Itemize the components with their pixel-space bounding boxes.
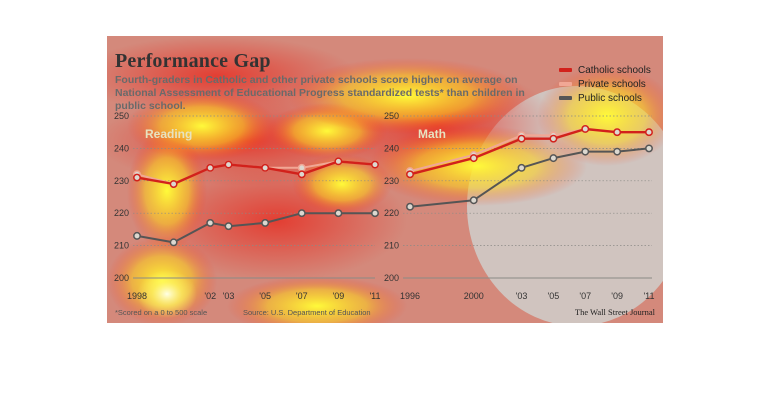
footnote: *Scored on a 0 to 500 scale bbox=[115, 308, 208, 317]
reading-point-public-1998 bbox=[133, 231, 141, 240]
reading-line-public bbox=[136, 212, 375, 244]
reading-point-public-2011 bbox=[371, 209, 379, 218]
reading-panel-label: Reading bbox=[145, 127, 192, 141]
reading-point-public-2007 bbox=[297, 209, 306, 218]
math-point-public-2009 bbox=[613, 147, 622, 156]
math-ytick-200: 200 bbox=[384, 273, 399, 283]
reading-xtick-'02: '02 bbox=[204, 291, 216, 301]
reading-point-catholic-2007 bbox=[297, 170, 306, 179]
chart-card: 200 210 220 230 240 250 1998 '02 '03 '05 '07 '09 '11… bbox=[107, 36, 663, 323]
reading-ytick-240: 240 bbox=[114, 143, 129, 153]
math-line-public bbox=[409, 147, 650, 208]
math-ytick-210: 210 bbox=[384, 241, 399, 251]
reading-point-catholic-2003 bbox=[224, 160, 233, 169]
math-xtick-'11: '11 bbox=[643, 291, 654, 301]
chart-subtitle: Fourth-graders in Catholic and other pri… bbox=[115, 74, 525, 112]
legend: Catholic schools Private schools Public … bbox=[559, 63, 651, 105]
math-point-public-2007 bbox=[581, 147, 590, 156]
math-point-catholic-2009 bbox=[613, 128, 622, 137]
legend-swatch-public bbox=[559, 96, 572, 100]
math-xtick-'03: '03 bbox=[516, 291, 528, 301]
reading-panel: 200 210 220 230 240 250 1998 '02 '03 '05 '07 '09 '11… bbox=[114, 111, 381, 301]
reading-point-catholic-2000 bbox=[169, 180, 178, 188]
reading-point-public-2003 bbox=[224, 222, 233, 231]
reading-point-public-2009 bbox=[334, 209, 343, 218]
math-point-catholic-2005 bbox=[549, 134, 558, 143]
reading-point-catholic-2009 bbox=[334, 157, 343, 166]
reading-point-catholic-1998 bbox=[133, 173, 141, 182]
reading-point-private-2007 bbox=[297, 163, 306, 172]
math-ytick-240: 240 bbox=[384, 143, 399, 153]
math-xtick-'07: '07 bbox=[579, 291, 591, 301]
charts-area: 200 210 220 230 240 250 1998 '02 '03 '05 '07 '09 '11… bbox=[114, 111, 655, 301]
reading-point-public-2000 bbox=[169, 238, 178, 247]
math-point-catholic-2000 bbox=[469, 154, 478, 163]
reading-ytick-250: 250 bbox=[114, 111, 129, 121]
math-point-public-2003 bbox=[517, 163, 526, 172]
math-ytick-220: 220 bbox=[384, 208, 399, 218]
legend-label-private: Private schools bbox=[578, 78, 646, 90]
legend-swatch-private bbox=[559, 82, 572, 86]
reading-point-public-2002 bbox=[206, 218, 215, 227]
legend-item-catholic: Catholic schools bbox=[559, 63, 651, 77]
reading-point-catholic-2005 bbox=[261, 163, 270, 172]
reading-ytick-220: 220 bbox=[114, 208, 129, 218]
math-point-public-1996 bbox=[406, 202, 414, 211]
math-point-catholic-2007 bbox=[581, 125, 590, 133]
reading-xtick-'05: '05 bbox=[259, 291, 271, 301]
reading-ytick-230: 230 bbox=[114, 176, 129, 186]
reading-xtick-'11: '11 bbox=[369, 291, 380, 301]
math-point-catholic-2003 bbox=[517, 134, 526, 143]
reading-xtick-'07: '07 bbox=[296, 291, 308, 301]
reading-xtick-1998: 1998 bbox=[127, 291, 147, 301]
math-xtick-1996: 1996 bbox=[400, 291, 420, 301]
reading-point-public-2005 bbox=[261, 218, 270, 227]
reading-ytick-210: 210 bbox=[114, 241, 129, 251]
legend-item-private: Private schools bbox=[559, 77, 651, 91]
legend-swatch-catholic bbox=[559, 68, 572, 72]
math-panel-label: Math bbox=[418, 127, 446, 141]
math-ytick-230: 230 bbox=[384, 176, 399, 186]
reading-point-catholic-2011 bbox=[371, 160, 379, 169]
math-point-public-2005 bbox=[549, 154, 558, 163]
legend-label-public: Public schools bbox=[578, 92, 642, 104]
reading-xtick-'03: '03 bbox=[223, 291, 235, 301]
math-panel: 200 210 220 230 240 250 1996 2000 '03 '05 '07 '09 '1… bbox=[384, 111, 655, 301]
reading-point-catholic-2002 bbox=[206, 163, 215, 172]
math-point-catholic-2011 bbox=[645, 128, 653, 137]
math-xtick-2000: 2000 bbox=[464, 291, 484, 301]
math-xtick-'05: '05 bbox=[548, 291, 560, 301]
credit: The Wall Street Journal bbox=[574, 307, 655, 317]
reading-line-catholic bbox=[136, 160, 376, 186]
chart-title: Performance Gap bbox=[115, 50, 271, 72]
reading-ytick-200: 200 bbox=[114, 273, 129, 283]
reading-xtick-'09: '09 bbox=[333, 291, 345, 301]
source-note: Source: U.S. Department of Education bbox=[243, 308, 371, 317]
math-xtick-'09: '09 bbox=[611, 291, 623, 301]
math-point-catholic-1996 bbox=[406, 170, 414, 179]
legend-label-catholic: Catholic schools bbox=[578, 64, 651, 76]
math-ytick-250: 250 bbox=[384, 111, 399, 121]
math-point-public-2000 bbox=[469, 196, 478, 205]
math-point-public-2011 bbox=[645, 144, 653, 153]
legend-item-public: Public schools bbox=[559, 91, 651, 105]
